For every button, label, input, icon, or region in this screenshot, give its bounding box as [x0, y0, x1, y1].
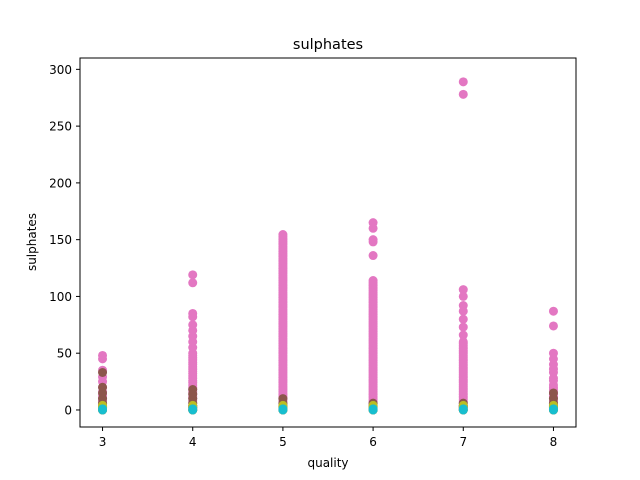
- y-tick-label: 0: [64, 403, 72, 417]
- data-point: [368, 276, 378, 286]
- x-axis-ticks: 3 4 5 6 7 8: [99, 427, 558, 449]
- y-axis-ticks: 0 50 100 150 200 250 300: [49, 63, 80, 417]
- y-tick-label: 50: [57, 347, 72, 361]
- data-point: [368, 404, 378, 414]
- data-point: [188, 278, 198, 288]
- data-point: [458, 301, 468, 311]
- data-point: [188, 308, 198, 318]
- x-tick-label: 3: [99, 435, 107, 449]
- data-point: [458, 89, 468, 99]
- data-point: [188, 320, 198, 330]
- y-tick-label: 100: [49, 290, 72, 304]
- data-point: [368, 251, 378, 261]
- data-point: [188, 404, 198, 414]
- data-point: [458, 337, 468, 347]
- data-point: [188, 385, 198, 395]
- data-point: [458, 291, 468, 301]
- x-tick-label: 4: [189, 435, 197, 449]
- data-point: [98, 368, 108, 378]
- chart-title: sulphates: [293, 37, 363, 53]
- data-point: [458, 322, 468, 332]
- data-point: [548, 321, 558, 331]
- data-point: [548, 348, 558, 358]
- data-point: [458, 314, 468, 324]
- data-point: [98, 404, 108, 414]
- x-tick-label: 5: [279, 435, 287, 449]
- data-point: [368, 218, 378, 228]
- data-point: [548, 388, 558, 398]
- y-tick-label: 300: [49, 63, 72, 77]
- y-tick-label: 200: [49, 176, 72, 190]
- data-point: [98, 382, 108, 392]
- data-point: [278, 404, 288, 414]
- x-tick-label: 8: [550, 435, 558, 449]
- data-point: [368, 235, 378, 245]
- data-point: [458, 285, 468, 295]
- data-point: [458, 330, 468, 340]
- y-tick-label: 150: [49, 233, 72, 247]
- data-point: [548, 404, 558, 414]
- x-tick-label: 7: [459, 435, 467, 449]
- y-tick-label: 250: [49, 120, 72, 134]
- y-axis-label: sulphates: [25, 213, 39, 271]
- data-point: [278, 230, 288, 240]
- data-point: [458, 404, 468, 414]
- x-tick-label: 6: [369, 435, 377, 449]
- data-point: [98, 350, 108, 360]
- plot-area-frame: [79, 57, 577, 428]
- data-point: [548, 306, 558, 316]
- data-point: [278, 394, 288, 404]
- x-axis-label: quality: [307, 456, 348, 470]
- data-point: [188, 270, 198, 280]
- data-point: [458, 77, 468, 87]
- data-points: [98, 77, 558, 415]
